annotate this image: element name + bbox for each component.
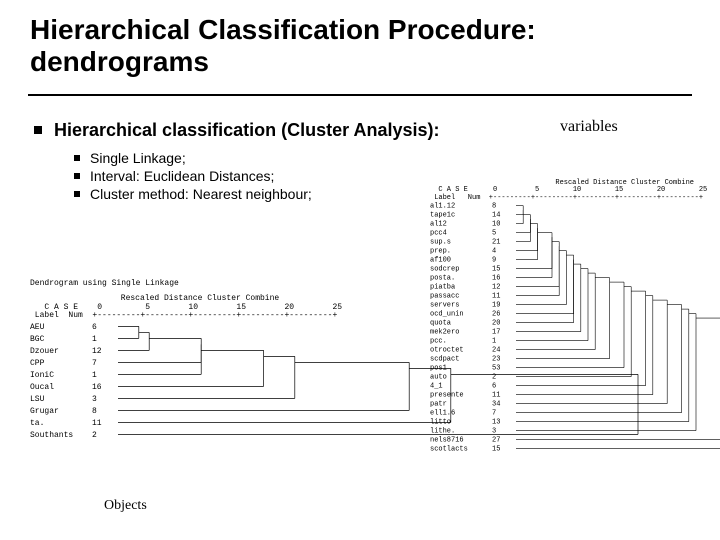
variables-label: variables [560, 118, 618, 136]
svg-text:13: 13 [492, 418, 500, 426]
svg-text:2: 2 [92, 431, 97, 440]
svg-text:4: 4 [492, 247, 496, 255]
svg-text:Southants: Southants [30, 431, 73, 440]
svg-text:6: 6 [492, 382, 496, 390]
dendrogram-left: Dendrogram using Single Linkage Rescaled… [30, 280, 400, 445]
svg-text:IoniC: IoniC [30, 371, 54, 380]
svg-text:4_1: 4_1 [430, 382, 443, 390]
svg-text:Oucal: Oucal [30, 383, 54, 392]
svg-text:presente: presente [430, 391, 464, 399]
svg-text:24: 24 [492, 346, 500, 354]
right-rows-container: al1.12 8 tape1c 14 al12 10 pcc4 5 sup.s 21 prep. 4 a… [430, 202, 700, 454]
svg-text:12: 12 [92, 347, 102, 356]
bullet-lvl1: Hierarchical classification (Cluster Ana… [34, 120, 439, 141]
svg-text:af100: af100 [430, 256, 451, 264]
bullet-lvl2-2: Interval: Euclidean Distances; [74, 168, 274, 184]
svg-text:12: 12 [492, 283, 500, 291]
svg-text:20: 20 [492, 319, 500, 327]
svg-text:23: 23 [492, 355, 500, 363]
svg-text:Grugar: Grugar [30, 407, 59, 416]
svg-text:quota: quota [430, 319, 451, 327]
svg-text:11: 11 [492, 292, 500, 300]
title-underline [28, 94, 692, 96]
svg-text:patr: patr [430, 400, 447, 408]
svg-text:11: 11 [92, 419, 102, 428]
svg-text:servers: servers [430, 301, 459, 309]
svg-text:6: 6 [92, 323, 97, 332]
title-line1: Hierarchical Classification Procedure: [30, 14, 536, 45]
svg-text:prep.: prep. [430, 247, 451, 255]
right-axis2: Label Num +---------+---------+---------… [430, 195, 700, 202]
svg-text:passacc: passacc [430, 292, 459, 300]
svg-text:scotlacts: scotlacts [430, 445, 468, 453]
svg-text:ocd_unin: ocd_unin [430, 310, 464, 318]
svg-text:otroctet: otroctet [430, 346, 464, 354]
svg-text:Dzouer: Dzouer [30, 347, 59, 356]
sub2-text: Interval: Euclidean Distances; [90, 168, 274, 184]
svg-text:lithe.: lithe. [430, 427, 455, 435]
svg-text:53: 53 [492, 364, 500, 372]
bullet-icon [74, 173, 80, 179]
svg-text:1: 1 [92, 371, 97, 380]
left-axis2: Label Num +---------+---------+---------… [30, 312, 400, 321]
svg-text:10: 10 [492, 220, 500, 228]
svg-text:3: 3 [492, 427, 496, 435]
svg-text:3: 3 [92, 395, 97, 404]
bullet-lvl2-3: Cluster method: Nearest neighbour; [74, 186, 312, 202]
svg-text:scdpact: scdpact [430, 355, 459, 363]
svg-text:LSU: LSU [30, 395, 45, 404]
svg-text:14: 14 [492, 211, 500, 219]
svg-text:ell1.6: ell1.6 [430, 409, 455, 417]
sub3-text: Cluster method: Nearest neighbour; [90, 186, 312, 202]
dendrogram-right: Rescaled Distance Cluster Combine C A S … [430, 180, 700, 454]
bullet-lvl2-1: Single Linkage; [74, 150, 186, 166]
svg-text:BGC: BGC [30, 335, 45, 344]
svg-text:7: 7 [92, 359, 97, 368]
svg-text:pcc4: pcc4 [430, 229, 447, 237]
svg-text:19: 19 [492, 301, 500, 309]
svg-text:16: 16 [492, 274, 500, 282]
svg-text:34: 34 [492, 400, 500, 408]
svg-text:8: 8 [492, 202, 496, 210]
svg-text:8: 8 [92, 407, 97, 416]
svg-text:21: 21 [492, 238, 500, 246]
svg-text:27: 27 [492, 436, 500, 444]
svg-text:1: 1 [492, 337, 496, 345]
bullet-icon [74, 191, 80, 197]
svg-text:AEU: AEU [30, 323, 45, 332]
svg-text:11: 11 [492, 391, 500, 399]
svg-text:26: 26 [492, 310, 500, 318]
sub1-text: Single Linkage; [90, 150, 186, 166]
svg-text:auto: auto [430, 373, 447, 381]
svg-text:pcc.: pcc. [430, 337, 447, 345]
svg-text:16: 16 [92, 383, 102, 392]
svg-text:mek2ero: mek2ero [430, 328, 459, 336]
svg-text:sodcrep: sodcrep [430, 265, 459, 273]
svg-text:ta.: ta. [30, 419, 44, 428]
svg-text:al12: al12 [430, 220, 447, 228]
svg-text:posta.: posta. [430, 274, 455, 282]
svg-text:nels8716: nels8716 [430, 436, 464, 444]
objects-label: Objects [104, 498, 147, 514]
bullet-icon [74, 155, 80, 161]
heading-text: Hierarchical classification (Cluster Ana… [54, 120, 439, 141]
svg-text:tape1c: tape1c [430, 211, 455, 219]
svg-text:1: 1 [92, 335, 97, 344]
bullet-icon [34, 126, 42, 134]
svg-text:17: 17 [492, 328, 500, 336]
svg-text:15: 15 [492, 265, 500, 273]
svg-text:piatba: piatba [430, 283, 455, 291]
svg-text:15: 15 [492, 445, 500, 453]
slide-title: Hierarchical Classification Procedure: d… [30, 14, 650, 78]
svg-text:al1.12: al1.12 [430, 202, 455, 210]
title-line2: dendrograms [30, 46, 209, 77]
left-title: Dendrogram using Single Linkage [30, 280, 400, 289]
svg-text:7: 7 [492, 409, 496, 417]
svg-text:sup.s: sup.s [430, 238, 451, 246]
svg-text:CPP: CPP [30, 359, 45, 368]
svg-text:9: 9 [492, 256, 496, 264]
left-rows-container: AEU 6 BGC 1 Dzouer 12 CPP 7 IoniC 1 Oucal 16 LSU 3 Gru… [30, 321, 400, 445]
svg-text:5: 5 [492, 229, 496, 237]
